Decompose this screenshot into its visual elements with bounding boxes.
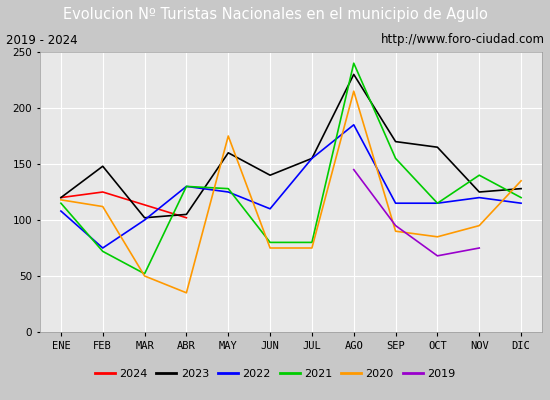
Text: Evolucion Nº Turistas Nacionales en el municipio de Agulo: Evolucion Nº Turistas Nacionales en el m… (63, 6, 487, 22)
Text: 2019 - 2024: 2019 - 2024 (6, 34, 77, 46)
Text: http://www.foro-ciudad.com: http://www.foro-ciudad.com (381, 34, 544, 46)
Legend: 2024, 2023, 2022, 2021, 2020, 2019: 2024, 2023, 2022, 2021, 2020, 2019 (95, 369, 455, 379)
